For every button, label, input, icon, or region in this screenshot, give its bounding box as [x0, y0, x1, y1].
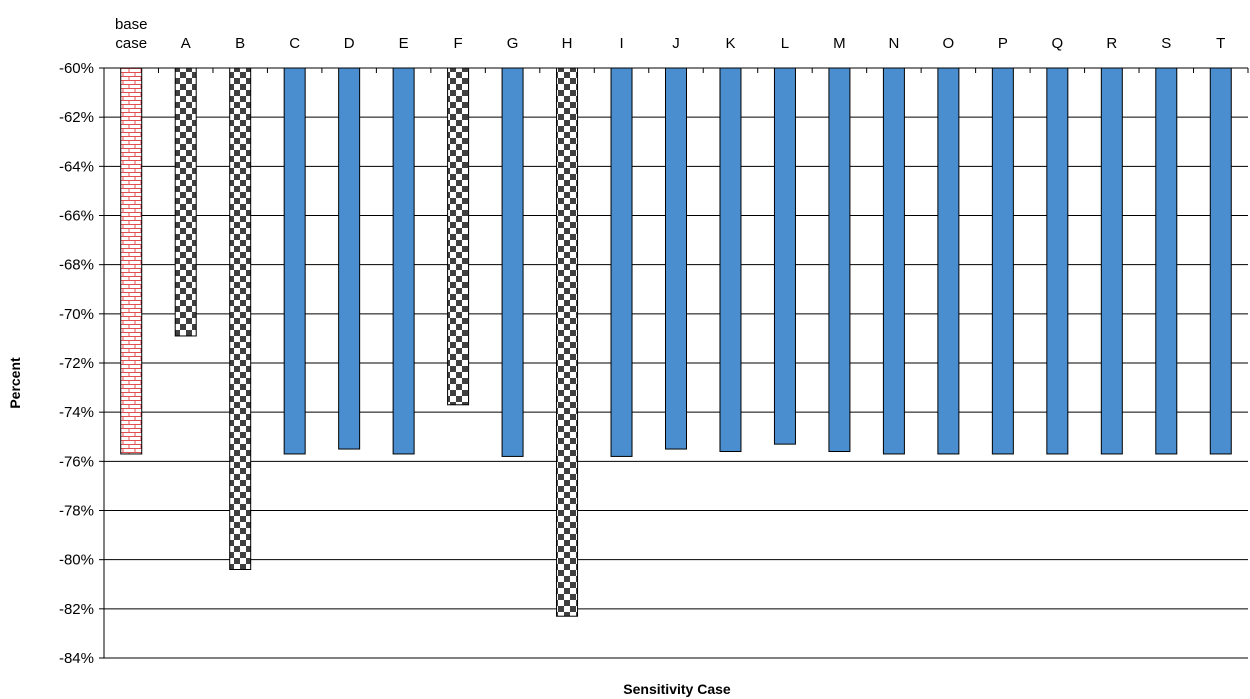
- category-label: S: [1161, 35, 1171, 52]
- y-axis-title: Percent: [7, 357, 23, 409]
- bar-m: [828, 67, 851, 452]
- bar-e: [392, 67, 415, 455]
- y-tick-label: -78%: [59, 503, 94, 520]
- category-label: I: [619, 35, 623, 52]
- category-label: F: [454, 35, 463, 52]
- y-tick-label: -72%: [59, 355, 94, 372]
- category-label: T: [1216, 35, 1225, 52]
- category-label: H: [562, 35, 573, 52]
- category-label: D: [344, 35, 355, 52]
- bar-q: [1046, 67, 1069, 455]
- y-tick-label: -64%: [59, 158, 94, 175]
- bar-j: [665, 67, 687, 450]
- category-label: M: [833, 35, 846, 52]
- bar-a: [174, 67, 197, 337]
- category-label: O: [943, 35, 955, 52]
- category-label: C: [289, 35, 300, 52]
- bar-i: [610, 67, 633, 457]
- bar-k: [719, 67, 742, 452]
- category-label: J: [672, 35, 680, 52]
- bar-h: [556, 67, 579, 617]
- category-label: N: [888, 35, 899, 52]
- category-label: P: [998, 35, 1008, 52]
- bars: [120, 67, 1232, 617]
- y-tick-label: -62%: [59, 109, 94, 126]
- y-tick-label: -76%: [59, 453, 94, 470]
- bar-s: [1155, 67, 1178, 455]
- category-label: Q: [1051, 35, 1063, 52]
- y-tick-label: -68%: [59, 257, 94, 274]
- category-label: R: [1106, 35, 1117, 52]
- bar-c: [283, 67, 306, 455]
- y-tick-label: -66%: [59, 208, 94, 225]
- y-tick-labels: -60% -62% -64% -66% -68% -70% -72% -74% -76% -78%…: [59, 60, 94, 667]
- bar-o: [937, 67, 960, 455]
- category-label: E: [399, 35, 409, 52]
- category-label: A: [181, 35, 191, 52]
- bar-d: [338, 67, 361, 450]
- category-label: B: [235, 35, 245, 52]
- bar-p: [991, 67, 1014, 455]
- y-tick-label: -80%: [59, 552, 94, 569]
- bar-l: [773, 67, 796, 445]
- bar-t: [1209, 67, 1232, 455]
- category-label: L: [781, 35, 789, 52]
- bar-r: [1100, 67, 1123, 455]
- y-tick-label: -84%: [59, 650, 94, 667]
- bar-g: [501, 67, 524, 457]
- bar-base-case: [120, 67, 143, 455]
- y-tick-label: -82%: [59, 601, 94, 618]
- y-tick-label: -74%: [59, 404, 94, 421]
- category-label: base case: [115, 16, 148, 52]
- category-label: K: [725, 35, 735, 52]
- y-tick-label: -70%: [59, 306, 94, 323]
- bar-n: [882, 67, 905, 455]
- y-tick-label: -60%: [59, 60, 94, 77]
- category-labels: base case A B C D E F G H I J K L M N O P Q R S T: [115, 16, 1225, 52]
- bar-b: [229, 67, 252, 570]
- bar-f: [447, 67, 470, 406]
- x-axis-title: Sensitivity Case: [623, 681, 731, 697]
- category-label: G: [507, 35, 519, 52]
